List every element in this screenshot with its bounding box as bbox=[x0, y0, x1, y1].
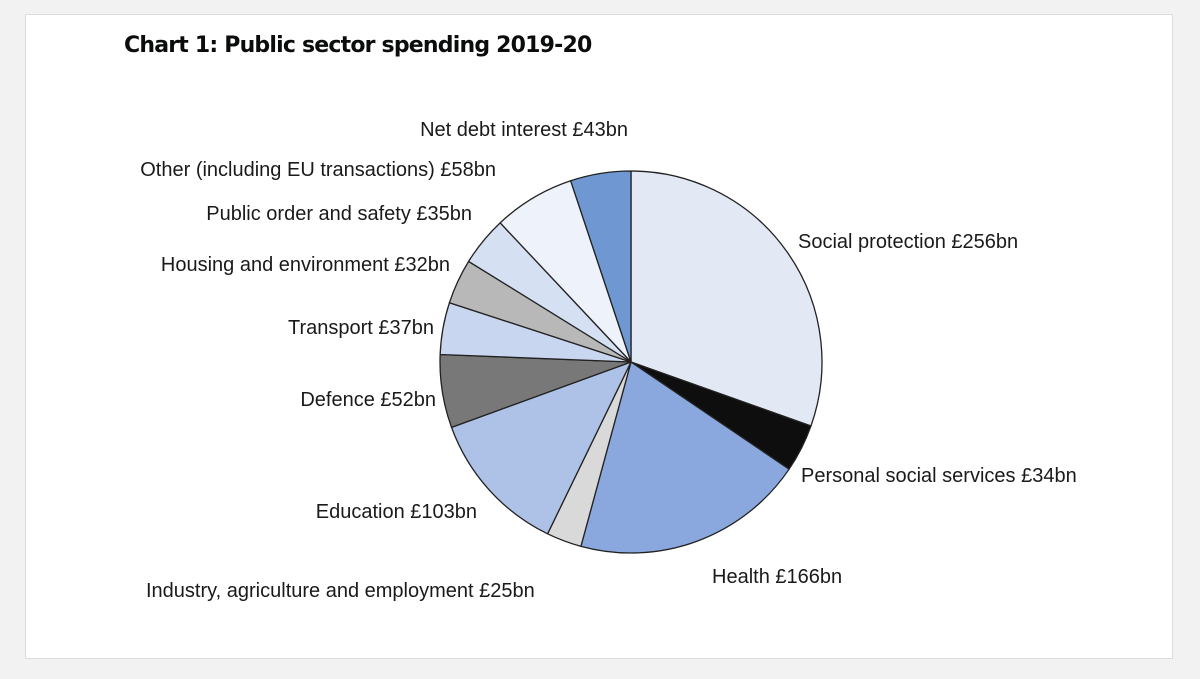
slice-label-public-order-and-safety: Public order and safety £35bn bbox=[206, 203, 472, 225]
slice-label-social-protection: Social protection £256bn bbox=[798, 231, 1018, 253]
slice-label-housing-and-environment: Housing and environment £32bn bbox=[161, 254, 450, 276]
pie-slice-net-debt-interest bbox=[570, 170, 632, 363]
slice-label-net-debt-interest: Net debt interest £43bn bbox=[420, 119, 628, 141]
slice-label-defence: Defence £52bn bbox=[300, 389, 436, 411]
slice-label-industry-agriculture-and-employment: Industry, agriculture and employment £25… bbox=[146, 580, 535, 602]
slice-label-other-including-eu-transactions: Other (including EU transactions) £58bn bbox=[140, 159, 496, 181]
slice-label-personal-social-services: Personal social services £34bn bbox=[801, 465, 1077, 487]
pie-slice-education bbox=[450, 361, 632, 535]
chart-title: Chart 1: Public sector spending 2019-20 bbox=[124, 33, 592, 58]
pie-slice-health bbox=[580, 361, 790, 554]
slice-label-transport: Transport £37bn bbox=[288, 317, 434, 339]
slice-label-health: Health £166bn bbox=[712, 566, 842, 588]
pie-slice-social-protection bbox=[630, 170, 823, 427]
slice-label-education: Education £103bn bbox=[316, 501, 477, 523]
